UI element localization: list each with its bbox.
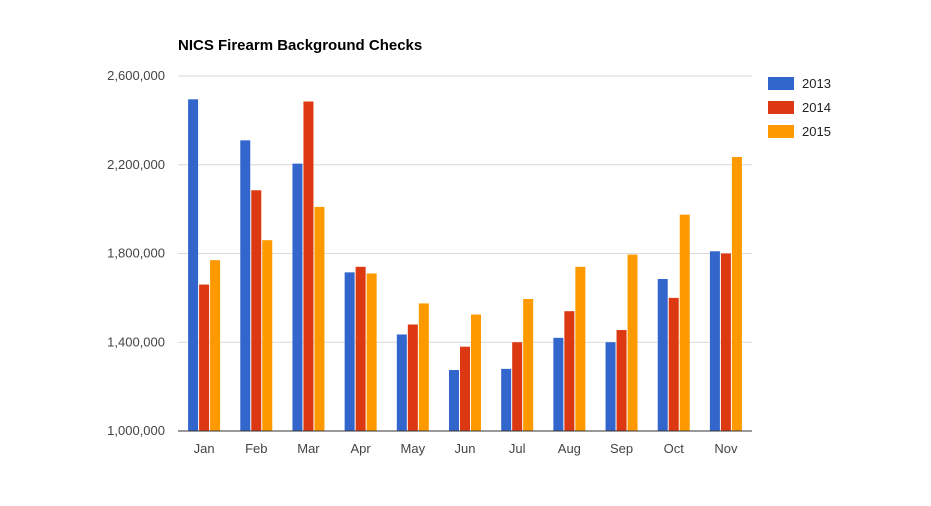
bar-2014-jan [199, 284, 210, 431]
bar-2013-jan [188, 99, 199, 431]
y-tick-label: 1,800,000 [107, 246, 165, 261]
x-tick-label: Nov [714, 441, 738, 456]
legend-label-2013: 2013 [802, 76, 831, 91]
bar-2014-may [407, 324, 418, 431]
legend-swatch-2015 [768, 125, 794, 138]
bar-2014-aug [564, 311, 575, 431]
bar-2015-jul [523, 298, 534, 431]
bar-2015-nov [731, 156, 742, 431]
bar-2014-jul [512, 342, 523, 431]
bar-2014-sep [616, 330, 627, 431]
bar-2013-sep [605, 342, 616, 431]
bar-2015-aug [575, 266, 586, 431]
x-tick-label: Oct [664, 441, 685, 456]
bar-2014-nov [720, 253, 731, 431]
bar-2013-may [396, 334, 407, 431]
bar-2015-may [418, 303, 429, 431]
legend-label-2015: 2015 [802, 124, 831, 139]
bar-2014-mar [303, 101, 314, 431]
x-tick-label: Aug [558, 441, 581, 456]
x-tick-label: Jun [455, 441, 476, 456]
bar-2013-jun [449, 369, 459, 431]
x-tick-label: May [401, 441, 426, 456]
legend: 2013 2014 2015 [768, 76, 831, 139]
bar-2014-apr [355, 266, 366, 431]
axes: 1,000,000 1,400,000 1,800,000 2,200,000 2,60… [107, 68, 752, 456]
legend-swatch-2013 [768, 77, 794, 90]
gridlines [178, 75, 752, 343]
y-tick-label: 2,600,000 [107, 68, 165, 83]
bar-2014-oct [668, 297, 679, 431]
legend-label-2014: 2014 [802, 100, 831, 115]
x-tick-label: Feb [245, 441, 267, 456]
bar-2013-nov [709, 251, 720, 431]
bar-2013-aug [553, 337, 564, 431]
x-tick-label: Apr [351, 441, 372, 456]
bar-2013-jul [501, 368, 512, 431]
bar-2013-mar [292, 163, 303, 431]
bar-2015-feb [262, 240, 273, 431]
chart-title: NICS Firearm Background Checks [178, 37, 422, 54]
y-tick-label: 1,000,000 [107, 423, 165, 438]
bar-2015-jun [471, 314, 481, 431]
x-tick-label: Jan [194, 441, 215, 456]
bar-2013-feb [240, 140, 251, 431]
bar-2014-feb [251, 190, 262, 431]
x-tick-label: Sep [610, 441, 633, 456]
bar-2015-apr [366, 273, 377, 431]
bar-2013-oct [657, 279, 668, 431]
bar-2014-jun [460, 346, 470, 431]
x-tick-label: Jul [509, 441, 526, 456]
legend-swatch-2014 [768, 101, 794, 114]
bar-2015-jan [210, 260, 221, 431]
y-tick-label: 1,400,000 [107, 334, 165, 349]
bars [188, 99, 742, 431]
bar-2015-oct [679, 214, 690, 431]
y-tick-label: 2,200,000 [107, 157, 165, 172]
bar-2015-sep [627, 254, 638, 431]
bar-2015-mar [314, 206, 325, 431]
x-tick-label: Mar [297, 441, 320, 456]
bar-2013-apr [344, 272, 355, 431]
